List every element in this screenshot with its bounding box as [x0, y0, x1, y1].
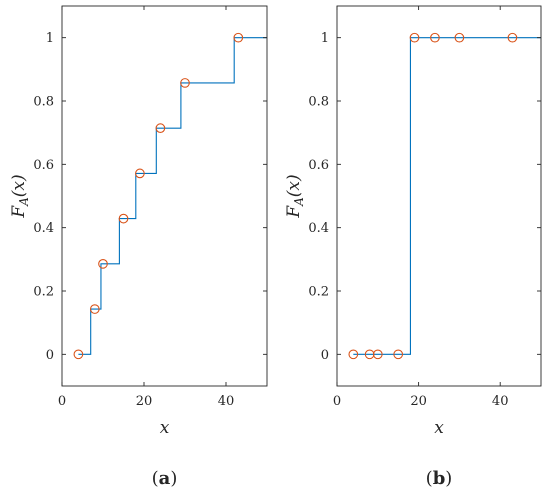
data-point-marker [454, 32, 465, 43]
data-point-marker [73, 349, 84, 360]
data-point-marker [155, 123, 166, 133]
x-tick-label: 20 [136, 394, 153, 409]
data-point-marker [233, 32, 244, 43]
y-tick-label: 0.2 [308, 285, 329, 300]
y-tick-label: 0.8 [33, 95, 54, 110]
axes-box [336, 5, 542, 387]
chart-panel-b: 0 20 40 0 0.2 0.4 0.6 0.8 1 x FA(x) (b) [284, 5, 542, 489]
axes-box [61, 5, 268, 387]
panel-label: (b) [426, 468, 453, 489]
data-point-marker [348, 349, 359, 360]
data-point-marker [507, 32, 518, 43]
data-point-marker [89, 304, 100, 314]
x-tick-label: 20 [410, 394, 427, 409]
y-tick-label: 1 [46, 31, 54, 46]
data-point-marker [372, 349, 383, 360]
y-tick-label: 0.2 [33, 285, 54, 300]
data-point-marker [118, 213, 129, 224]
x-axis-label: x [434, 418, 444, 438]
data-point-marker [430, 32, 440, 43]
y-tick-label: 0.4 [308, 221, 329, 236]
y-tick-label: 0.6 [33, 158, 54, 173]
y-tick-label: 0 [46, 348, 54, 363]
x-tick-label: 0 [333, 394, 341, 409]
data-point-marker [393, 349, 404, 360]
x-axis-label: x [160, 418, 170, 438]
y-tick-label: 0.4 [33, 221, 54, 236]
y-axis-label: FA(x) [9, 174, 31, 218]
y-axis-label: FA(x) [284, 174, 306, 218]
chart-panel-a: 0 20 40 0 0.2 0.4 0.6 0.8 1 x FA(x) (a) [9, 5, 268, 489]
data-point-marker [409, 32, 420, 43]
data-point-marker [180, 78, 190, 88]
x-tick-label: 0 [58, 394, 66, 409]
step-line [353, 37, 541, 355]
y-tick-label: 1 [321, 31, 329, 46]
x-tick-label: 40 [218, 394, 235, 409]
data-point-marker [135, 168, 145, 179]
y-tick-label: 0.6 [308, 158, 329, 173]
y-tick-label: 0.8 [308, 95, 329, 110]
step-line [78, 37, 267, 355]
data-point-marker [98, 259, 108, 269]
x-tick-label: 40 [492, 394, 509, 409]
y-tick-label: 0 [321, 348, 329, 363]
panel-label: (a) [152, 468, 178, 489]
